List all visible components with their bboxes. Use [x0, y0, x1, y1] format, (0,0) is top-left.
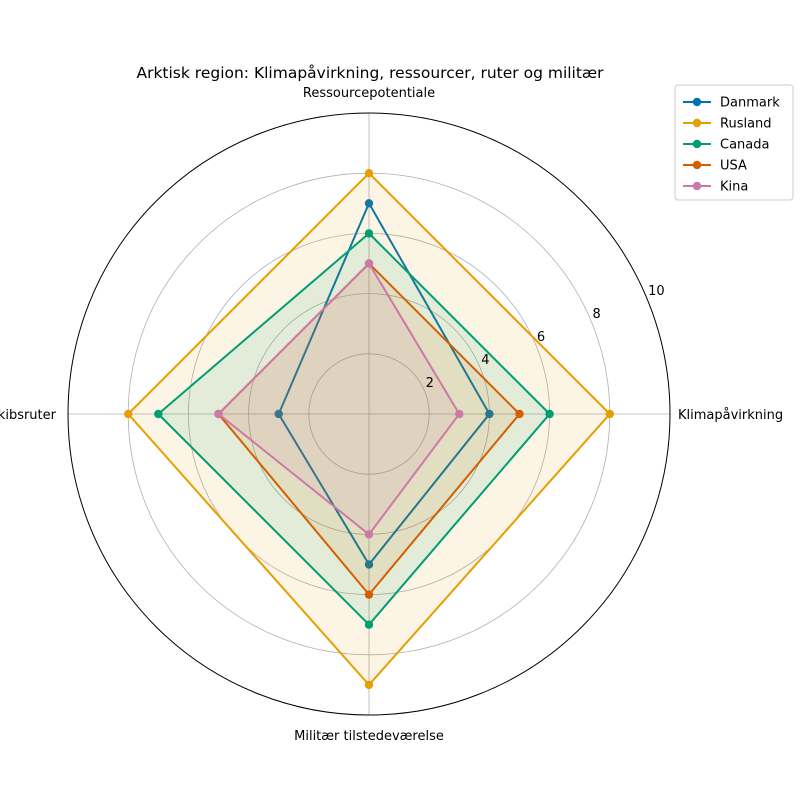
- series-layer: [124, 169, 614, 690]
- data-point: [455, 409, 464, 419]
- outer-frame: [67, 112, 671, 716]
- data-point: [605, 409, 614, 419]
- data-point: [364, 620, 374, 629]
- legend-label: Kina: [720, 180, 748, 195]
- axis-label: Skibsruter: [0, 408, 57, 423]
- data-point: [364, 590, 374, 599]
- legend-box: [674, 84, 794, 201]
- data-point: [364, 169, 374, 178]
- legend-swatch-marker: [692, 97, 702, 107]
- data-point: [364, 229, 374, 238]
- data-point: [364, 199, 374, 208]
- series-fill: [218, 263, 520, 595]
- data-point: [364, 680, 374, 690]
- data-point: [364, 259, 374, 268]
- legend-swatch-marker: [692, 160, 702, 170]
- legend-label: Rusland: [720, 117, 772, 132]
- data-point: [364, 560, 374, 569]
- axis-labels: 2 4 6 8 10 Klimapåvirkning Ressourcepotentiale…: [0, 86, 783, 744]
- legend-label: USA: [720, 159, 747, 174]
- series-kina: [214, 259, 464, 539]
- data-point: [545, 409, 554, 419]
- data-point: [124, 409, 133, 419]
- r-tick-label: 6: [537, 330, 545, 345]
- axis-label: Militær tilstedeværelse: [294, 729, 444, 744]
- axis-label: Ressourcepotentiale: [303, 86, 435, 101]
- legend-swatch-marker: [692, 181, 702, 191]
- data-point: [274, 409, 283, 419]
- series-fill: [128, 173, 610, 685]
- legend: Danmark Rusland Canada USA Kina: [674, 84, 794, 201]
- legend-label: Danmark: [720, 96, 780, 111]
- axis-label: Klimapåvirkning: [678, 408, 783, 423]
- series-fill: [218, 263, 460, 535]
- data-point: [214, 409, 223, 419]
- r-tick-label: 8: [592, 307, 600, 322]
- legend-swatch-marker: [692, 118, 702, 128]
- chart-title: Arktisk region: Klimapåvirkning, ressour…: [136, 64, 604, 82]
- series-canada: [154, 229, 554, 629]
- data-point: [154, 409, 163, 419]
- data-point: [364, 530, 374, 539]
- legend-label: Canada: [720, 138, 769, 153]
- data-point: [485, 409, 494, 419]
- r-tick-label: 10: [648, 284, 665, 299]
- series-rusland: [124, 169, 614, 690]
- data-point: [515, 409, 524, 419]
- legend-swatch-marker: [692, 139, 702, 149]
- r-tick-label: 2: [426, 376, 434, 391]
- r-tick-label: 4: [481, 353, 489, 368]
